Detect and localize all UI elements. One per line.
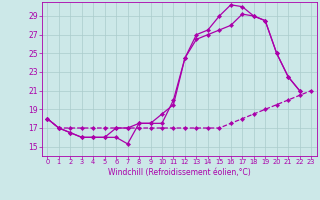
- X-axis label: Windchill (Refroidissement éolien,°C): Windchill (Refroidissement éolien,°C): [108, 168, 251, 177]
